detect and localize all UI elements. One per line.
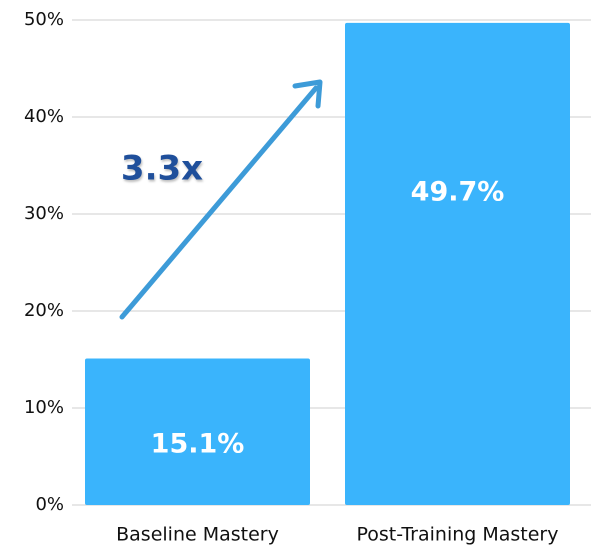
y-tick-label: 40% xyxy=(24,106,64,127)
value-label: 49.7% xyxy=(411,176,505,207)
annotation: 3.3x xyxy=(121,149,203,189)
y-tick-label: 10% xyxy=(24,397,64,418)
y-tick-label: 30% xyxy=(24,203,64,224)
x-tick-label: Baseline Mastery xyxy=(116,524,279,546)
bar xyxy=(85,358,310,505)
arrow-head xyxy=(292,79,323,109)
y-tick-label: 20% xyxy=(24,300,64,321)
arrow xyxy=(119,79,323,320)
arrow-shaft xyxy=(119,85,319,320)
y-tick-label: 50% xyxy=(24,9,64,30)
value-label: 15.1% xyxy=(151,429,245,460)
x-tick-label: Post-Training Mastery xyxy=(356,524,558,546)
bars xyxy=(85,22,570,505)
bar xyxy=(345,22,570,505)
y-tick-label: 0% xyxy=(35,494,64,515)
